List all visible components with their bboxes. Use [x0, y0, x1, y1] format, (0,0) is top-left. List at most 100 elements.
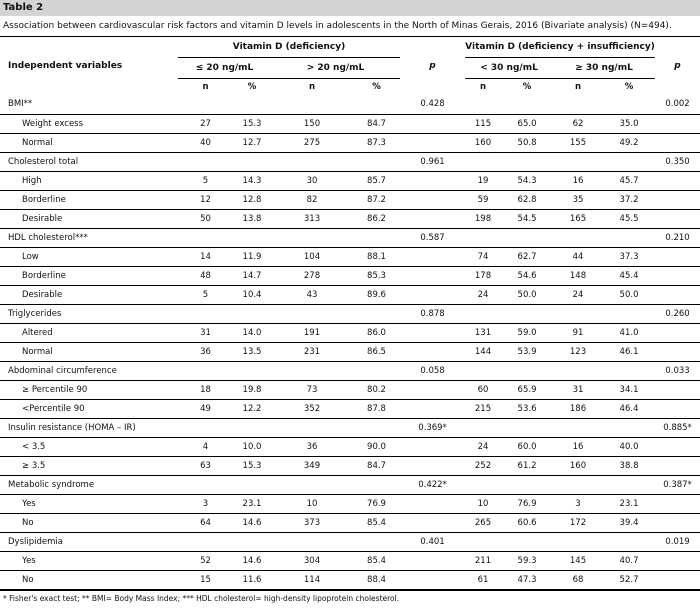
n-cell [271, 361, 353, 381]
n-cell: 31 [553, 380, 604, 400]
p-value-cell: 0.422* [400, 475, 466, 495]
n-cell: 304 [271, 551, 353, 571]
p-value-cell [400, 190, 466, 210]
p-value-cell [400, 494, 466, 514]
n-cell: 62 [553, 114, 604, 134]
n-cell: 5 [178, 285, 233, 305]
percent-header: % [372, 82, 381, 92]
percent-cell: 10.4 [233, 285, 271, 305]
n-cell [271, 475, 353, 495]
variable-label: Triglycerides [0, 304, 178, 324]
percent-cell: 53.6 [501, 399, 554, 419]
category-label: Altered [0, 323, 178, 343]
percent-cell: 12.2 [233, 399, 271, 419]
variable-label: Cholesterol total [0, 152, 178, 172]
n-header: n [308, 82, 316, 92]
p-value-cell [655, 114, 700, 134]
p-value-cell [655, 323, 700, 343]
category-label: Low [0, 247, 178, 267]
n-cell: 64 [178, 513, 233, 533]
p-value-cell [655, 190, 700, 210]
table-header: Independent variables Vitamin D (deficie… [0, 37, 700, 95]
n-cell [553, 361, 604, 381]
p-header-2: p [674, 61, 681, 71]
percent-cell [603, 304, 656, 324]
n-cell: 145 [553, 551, 604, 571]
n-cell: 148 [553, 266, 604, 286]
percent-cell [501, 228, 554, 248]
table-row: Borderline 12 12.8 82 87.2 59 62.8 35 37.2 [0, 190, 700, 210]
n-cell [553, 475, 604, 495]
p-value-cell [655, 133, 700, 153]
n-cell [178, 304, 233, 324]
variable-label: BMI** [0, 95, 178, 115]
n-cell: 198 [465, 209, 502, 229]
percent-cell: 85.7 [353, 171, 401, 191]
p-value-cell [400, 323, 466, 343]
n-cell: 60 [465, 380, 502, 400]
percent-cell [501, 152, 554, 172]
n-cell [178, 475, 233, 495]
percent-cell: 87.3 [353, 133, 401, 153]
n-cell: 215 [465, 399, 502, 419]
percent-cell: 37.2 [603, 190, 656, 210]
category-label: Borderline [0, 190, 178, 210]
n-cell: 16 [553, 171, 604, 191]
n-cell [178, 418, 233, 438]
percent-cell: 12.8 [233, 190, 271, 210]
n-cell: 82 [271, 190, 353, 210]
p-value-cell [655, 456, 700, 476]
percent-cell: 62.7 [501, 247, 554, 267]
percent-cell: 88.1 [353, 247, 401, 267]
percent-cell: 76.9 [501, 494, 554, 514]
n-cell: 16 [553, 437, 604, 457]
n-cell [465, 228, 502, 248]
variable-label: Dyslipidemia [0, 532, 178, 552]
table-body: BMI** 0.428 0.002 Weight excess 27 15.3 150 84.… [0, 95, 700, 590]
n-cell [553, 95, 604, 115]
n-cell [178, 532, 233, 552]
percent-cell [233, 152, 271, 172]
n-cell: 160 [553, 456, 604, 476]
n-cell: 73 [271, 380, 353, 400]
percent-cell [603, 475, 656, 495]
percent-cell: 84.7 [353, 114, 401, 134]
n-cell: 191 [271, 323, 353, 343]
p-value-cell [655, 342, 700, 362]
table-row: Borderline 48 14.7 278 85.3 178 54.6 148 45.4 [0, 266, 700, 286]
n-cell: 31 [178, 323, 233, 343]
table-row: Normal 40 12.7 275 87.3 160 50.8 155 49.2 [0, 133, 700, 153]
percent-cell: 14.6 [233, 551, 271, 571]
n-cell [553, 418, 604, 438]
n-cell: 131 [465, 323, 502, 343]
category-label: Normal [0, 133, 178, 153]
table-row: ≥ Percentile 90 18 19.8 73 80.2 60 65.9 31 34.1 [0, 380, 700, 400]
p-value-cell [655, 494, 700, 514]
p-value-cell: 0.002 [655, 95, 700, 115]
percent-cell: 65.0 [501, 114, 554, 134]
percent-cell: 87.8 [353, 399, 401, 419]
p-value-cell: 0.878 [400, 304, 466, 324]
p-value-cell: 0.210 [655, 228, 700, 248]
variable-row: Metabolic syndrome 0.422* 0.387* [0, 475, 700, 495]
category-label: Desirable [0, 209, 178, 229]
percent-cell [233, 361, 271, 381]
p-header-1: p [429, 61, 436, 71]
percent-cell: 14.3 [233, 171, 271, 191]
p-value-cell: 0.885* [655, 418, 700, 438]
independent-variables-header: Independent variables [8, 61, 123, 71]
percent-cell [501, 475, 554, 495]
table-row: Normal 36 13.5 231 86.5 144 53.9 123 46.1 [0, 342, 700, 362]
table-row: Desirable 50 13.8 313 86.2 198 54.5 165 45.5 [0, 209, 700, 229]
category-label: Yes [0, 551, 178, 571]
n-cell: 150 [271, 114, 353, 134]
p-value-cell [400, 513, 466, 533]
percent-cell [603, 361, 656, 381]
table-row: Low 14 11.9 104 88.1 74 62.7 44 37.3 [0, 247, 700, 267]
p-value-cell [400, 456, 466, 476]
n-cell: 313 [271, 209, 353, 229]
table-row: Weight excess 27 15.3 150 84.7 115 65.0 62 35.0 [0, 114, 700, 134]
n-cell [271, 228, 353, 248]
p-value-cell [400, 342, 466, 362]
n-cell [553, 304, 604, 324]
